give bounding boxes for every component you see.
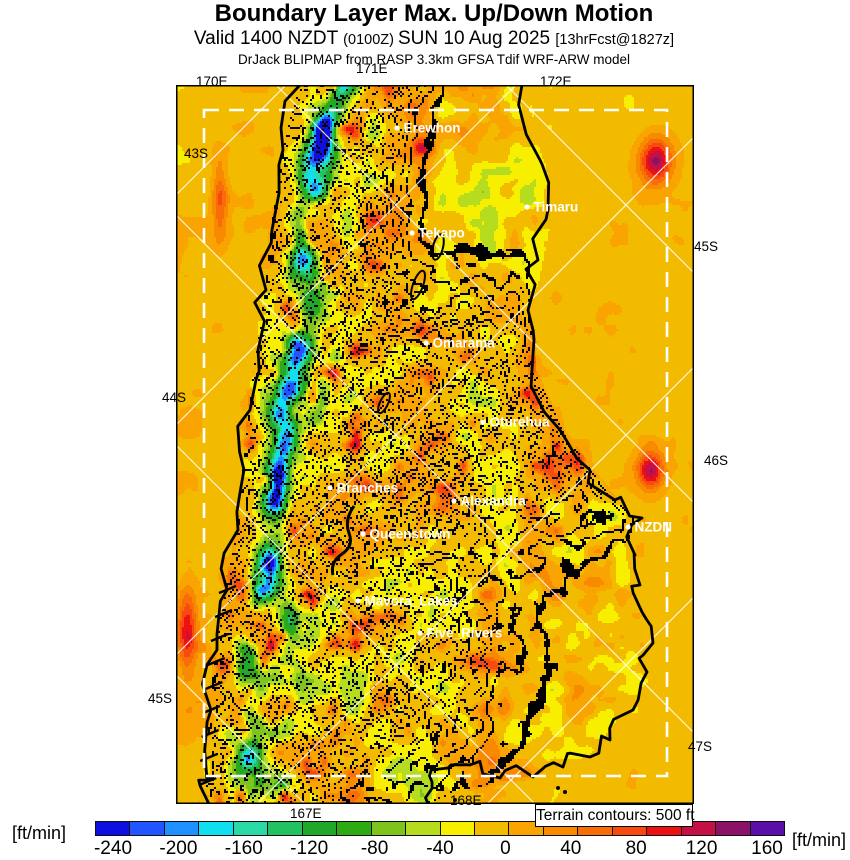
city-marker-nzdn: NZDN [625,520,672,535]
city-marker-five_rivers: Five_Rivers [417,626,502,641]
svg-text:Tekapo: Tekapo [419,226,465,241]
colorbar-segment [474,822,510,835]
colorbar-segment [164,822,200,835]
colorbar-tick-label: 120 [685,838,718,859]
plot-header: Boundary Layer Max. Up/Down Motion Valid… [0,0,850,68]
city-labels: Erewhon Timaru Tekapo Omarama Oturehua Branch… [327,121,672,641]
city-marker-tekapo: Tekapo [409,226,465,241]
grid-label-43s: 43S [184,146,209,161]
valid-date: SUN 10 Aug 2025 [397,28,556,49]
grid-label-45s: 45S [148,691,173,706]
grid-label-46s: 46S [704,453,729,468]
colorbar-tick-label: 80 [625,838,647,859]
graticule-lines [176,85,694,804]
colorbar-segment [302,822,338,835]
svg-text:Five_Rivers: Five_Rivers [427,626,503,641]
colorbar-segment [440,822,475,835]
city-marker-branches: Branches [327,481,398,496]
colorbar-tick-label: -240 [93,838,133,859]
model-domain-dashed-rect [202,108,669,778]
grid-label-47s: 47S [688,739,713,754]
city-marker-omarama: Omarama [423,336,495,351]
colorbar-tick-label: -40 [426,838,454,859]
grid-label-170e: 170E [196,74,228,89]
valid-prefix: Valid 1400 NZDT [193,28,344,49]
svg-text:Erewhon: Erewhon [404,121,461,136]
svg-text:Alexandra: Alexandra [461,494,527,509]
city-marker-mavora_lakes: Mavora_Lakes [355,594,458,609]
colorbar-segment [233,822,269,835]
colorbar-tick-label: -200 [159,838,198,859]
colorbar-tick-label: -160 [224,838,263,859]
colorbar-segment [96,822,131,835]
colorbar-segment [750,822,785,835]
grid-label-45s: 45S [694,239,719,254]
map-area: Erewhon Timaru Tekapo Omarama Oturehua Branch… [176,85,694,804]
grid-label-168e: 168E [450,793,482,808]
colorbar-tick-label: 0 [500,838,511,859]
colorbar-unit-left: [ft/min] [12,823,67,843]
grid-label-171e: 171E [356,61,388,76]
grid-label-44s: 44S [162,390,187,405]
page-title: Boundary Layer Max. Up/Down Motion [214,0,654,27]
model-line: DrJack BLIPMAP from RASP 3.3km GFSA Tdif… [237,52,631,67]
colorbar-tick-label: -120 [290,838,329,859]
city-marker-queenstown: Queenstown [360,527,451,542]
colorbar-segment [268,822,303,835]
colorbar-segment [337,822,372,835]
colorbar-segment [371,822,407,835]
svg-text:Timaru: Timaru [534,200,579,215]
grid-label-172e: 172E [540,74,572,89]
coastline [197,85,655,804]
svg-text:Queenstown: Queenstown [370,527,451,542]
svg-text:NZDN: NZDN [635,520,673,535]
svg-text:Omarama: Omarama [433,336,496,351]
city-marker-timaru: Timaru [524,200,578,215]
valid-zulu: (0100Z) [343,32,398,48]
lakes [330,233,445,576]
svg-text:Branches: Branches [337,481,399,496]
svg-text:Mavora_Lakes: Mavora_Lakes [365,594,458,609]
colorbar-unit-right: [ft/min] [792,830,847,850]
city-marker-oturehua: Oturehua [480,415,550,430]
grid-label-167e: 167E [290,806,322,821]
valid-time-line: Valid 1400 NZDT (0100Z) SUN 10 Aug 2025 … [0,28,850,51]
svg-text:Oturehua: Oturehua [490,415,550,430]
colorbar-segment [406,822,441,835]
city-marker-erewhon: Erewhon [394,121,461,136]
terrain-contours-note: Terrain contours: 500 ft [535,804,695,827]
colorbar-segment [130,822,165,835]
map-frame [176,85,694,804]
city-marker-alexandra: Alexandra [451,494,526,509]
forecast-tag: [13hrFcst@1827z] [555,32,675,48]
colorbar-segment [716,822,751,835]
map-overlay: Erewhon Timaru Tekapo Omarama Oturehua Branch… [176,85,694,804]
colorbar-segment [199,822,234,835]
colorbar-tick-label: 160 [751,838,783,859]
colorbar-tick-label: -80 [360,838,389,859]
colorbar-tick-label: 40 [560,838,582,859]
